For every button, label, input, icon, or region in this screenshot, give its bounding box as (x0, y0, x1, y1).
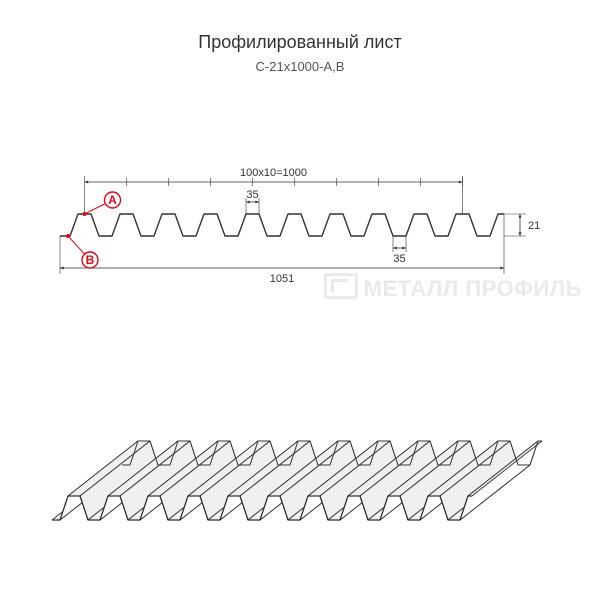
svg-text:B: B (86, 253, 95, 267)
page-subtitle: С-21х1000-A,B (0, 59, 600, 74)
dim-height: 21 (528, 220, 540, 232)
dim-bottom-flat: 35 (393, 253, 405, 265)
dim-pitch: 100x10=1000 (240, 167, 307, 179)
profile-outline (60, 214, 504, 236)
dim-top-flat: 35 (246, 189, 258, 201)
profile-cross-section: 100x10=1000 35 35 1051 21 A B (0, 130, 600, 310)
profile-isometric (0, 350, 600, 570)
svg-text:A: A (108, 193, 117, 207)
dim-overall: 1051 (270, 273, 294, 285)
page-title: Профилированный лист (0, 32, 600, 53)
